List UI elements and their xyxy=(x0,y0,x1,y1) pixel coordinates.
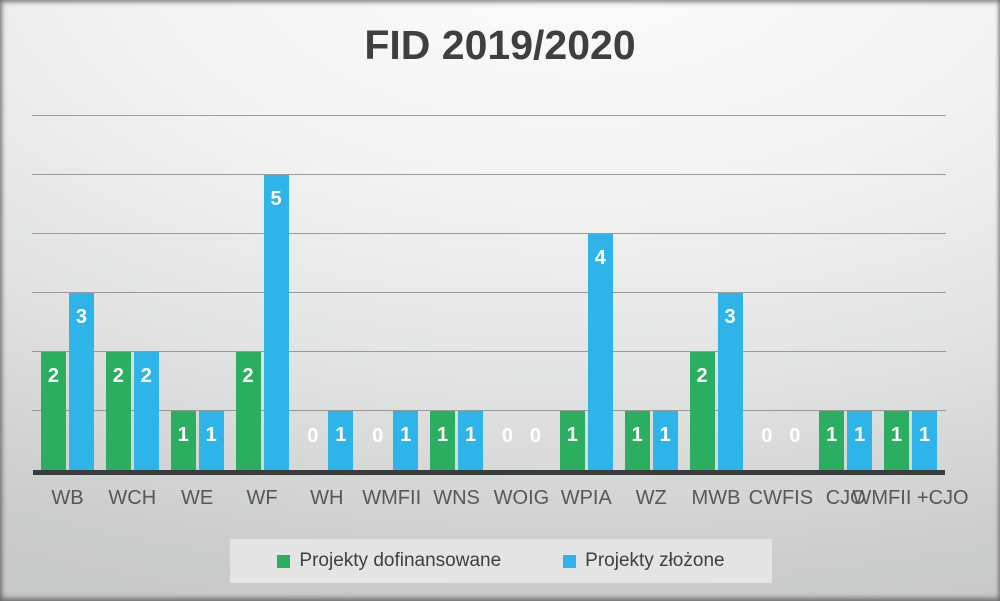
x-axis-label-WH: WH xyxy=(310,487,344,509)
chart-title: FID 2019/2020 xyxy=(364,22,636,68)
x-axis-labels: WB WCH WE WF WH WMFII WNS WOIG WPIA WZ MWB CWFIS CJO… xyxy=(35,487,968,519)
bar-dofinansowane-WNS: 1 xyxy=(430,411,456,470)
bar-zlozone-WNS: 1 xyxy=(458,411,484,470)
bar-dofinansowane-WF: 2 xyxy=(235,352,261,470)
bar-zlozone-MWB: 3 xyxy=(717,293,743,470)
x-axis-label-WMFII +CJO: WMFII +CJO xyxy=(852,487,969,509)
data-label: 0 xyxy=(761,425,773,447)
data-label: 1 xyxy=(177,424,189,446)
gridline xyxy=(32,410,946,411)
data-label: 2 xyxy=(242,365,254,387)
data-label: 3 xyxy=(724,306,736,328)
bar-zlozone-WE: 1 xyxy=(198,411,224,470)
bar-zlozone-WPIA: 4 xyxy=(587,234,613,470)
data-label: 0 xyxy=(789,425,801,447)
data-label: 1 xyxy=(826,424,838,446)
data-label: 2 xyxy=(140,365,152,387)
data-label: 1 xyxy=(566,424,578,446)
x-axis-label-WNS: WNS xyxy=(433,487,480,509)
x-axis-label-WE: WE xyxy=(181,487,214,509)
bar-dofinansowane-WPIA: 1 xyxy=(559,411,585,470)
bar-zlozone-WZ: 1 xyxy=(652,411,678,470)
bar-zlozone-WH: 1 xyxy=(328,411,354,470)
data-label: 5 xyxy=(270,188,282,210)
data-label: 3 xyxy=(75,306,87,328)
x-axis-label-WOIG: WOIG xyxy=(493,487,550,509)
data-label: 0 xyxy=(372,425,384,447)
x-axis-label-WMFII: WMFII xyxy=(362,487,422,509)
data-label: 0 xyxy=(307,425,319,447)
data-label: 0 xyxy=(501,425,513,447)
gridline xyxy=(32,174,946,175)
data-label: 1 xyxy=(659,424,671,446)
data-label: 1 xyxy=(919,424,931,446)
data-label: 1 xyxy=(335,424,347,446)
x-axis-label-CWFIS: CWFIS xyxy=(748,487,814,509)
legend-swatch-blue xyxy=(563,554,577,568)
bar-dofinansowane-WZ: 1 xyxy=(624,411,650,470)
data-label: 2 xyxy=(47,365,59,387)
data-label: 0 xyxy=(529,425,541,447)
data-label: 1 xyxy=(631,424,643,446)
legend-item-dofinansowane: Projekty dofinansowane xyxy=(277,550,501,572)
x-axis-label-CJO: CJO xyxy=(825,487,866,509)
bar-dofinansowane-WCH: 2 xyxy=(105,352,131,470)
x-axis-label-MWB: MWB xyxy=(691,487,741,509)
data-label: 2 xyxy=(696,365,708,387)
data-label: 1 xyxy=(465,424,477,446)
x-axis-label-WB: WB xyxy=(51,487,84,509)
legend-label: Projekty złożone xyxy=(585,550,725,571)
data-label: 1 xyxy=(400,424,412,446)
gridline xyxy=(32,233,946,234)
legend-item-zlozone: Projekty złożone xyxy=(563,550,725,572)
gridline xyxy=(32,292,946,293)
data-label: 1 xyxy=(854,424,866,446)
bar-dofinansowane-CJO: 1 xyxy=(819,411,845,470)
data-label: 1 xyxy=(891,424,903,446)
data-label: 1 xyxy=(205,424,217,446)
x-axis-label-WZ: WZ xyxy=(635,487,667,509)
bar-zlozone-WB: 3 xyxy=(68,293,94,470)
data-label: 1 xyxy=(437,424,449,446)
bar-dofinansowane-WE: 1 xyxy=(170,411,196,470)
x-axis-line xyxy=(33,470,945,475)
bar-zlozone-WCH: 2 xyxy=(133,352,159,470)
bar-zlozone-WMFII: 1 xyxy=(393,411,419,470)
data-label: 2 xyxy=(112,365,124,387)
gridline xyxy=(32,351,946,352)
gridline xyxy=(32,115,946,116)
bar-dofinansowane-WMFII +CJO: 1 xyxy=(884,411,910,470)
legend-swatch-green xyxy=(277,554,291,568)
legend-label: Projekty dofinansowane xyxy=(299,550,502,571)
bar-zlozone-WMFII +CJO: 1 xyxy=(912,411,938,470)
bar-dofinansowane-WB: 2 xyxy=(40,352,66,470)
x-axis-label-WCH: WCH xyxy=(108,487,157,509)
bar-dofinansowane-MWB: 2 xyxy=(689,352,715,470)
x-axis-label-WF: WF xyxy=(246,487,278,509)
bar-zlozone-WF: 5 xyxy=(263,175,289,470)
bar-zlozone-CJO: 1 xyxy=(847,411,873,470)
x-axis-label-WPIA: WPIA xyxy=(560,487,612,509)
data-label: 4 xyxy=(594,247,606,269)
legend: Projekty dofinansowane Projekty złożone xyxy=(230,539,772,583)
